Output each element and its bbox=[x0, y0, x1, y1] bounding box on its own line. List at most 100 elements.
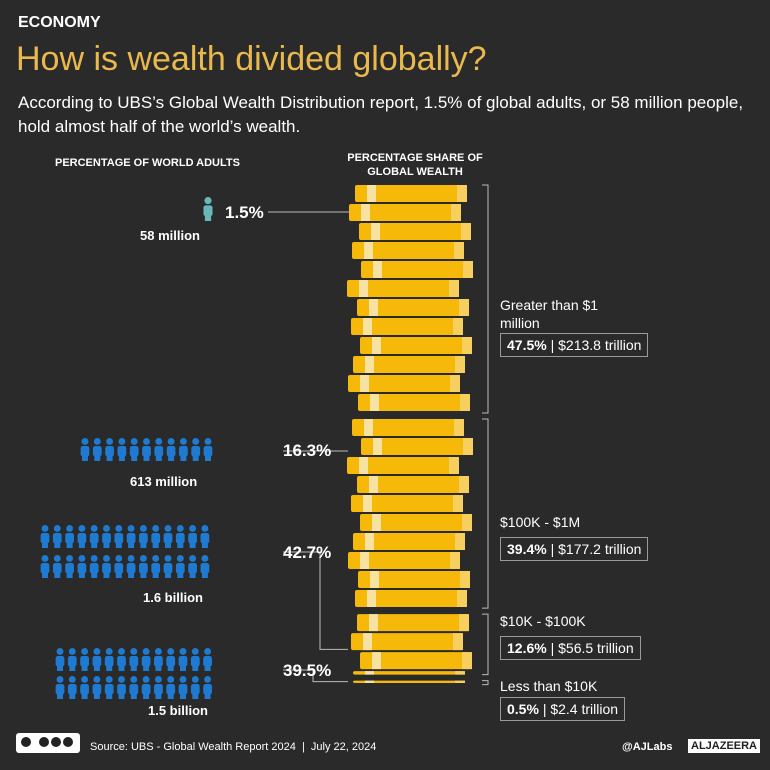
person-legs bbox=[91, 541, 98, 548]
person-head bbox=[176, 525, 184, 532]
gold-bar-end bbox=[455, 671, 465, 675]
person-legs bbox=[143, 692, 150, 699]
gold-bar-shine bbox=[361, 204, 370, 221]
person-legs bbox=[155, 454, 162, 461]
person-legs bbox=[81, 692, 88, 699]
person-icon bbox=[166, 438, 176, 461]
person-head bbox=[41, 555, 49, 562]
gold-bar bbox=[360, 652, 472, 670]
gold-bar-shine bbox=[372, 337, 381, 354]
adults-share: 16.3% bbox=[283, 441, 332, 460]
wealth-amount: | $56.5 trillion bbox=[550, 640, 634, 656]
person-body bbox=[203, 656, 212, 667]
person-icon bbox=[114, 525, 124, 548]
person-body bbox=[129, 684, 139, 695]
person-icon bbox=[80, 676, 89, 699]
handle: @AJLabs bbox=[622, 741, 673, 753]
adults-count: 613 million bbox=[130, 474, 198, 489]
wealth-stack bbox=[353, 680, 465, 683]
adults-count: 1.5 billion bbox=[148, 703, 208, 718]
person-body bbox=[175, 563, 185, 574]
person-icon bbox=[129, 648, 139, 671]
gold-bar-shine bbox=[359, 457, 368, 474]
person-body bbox=[142, 446, 151, 457]
person-body bbox=[117, 446, 127, 457]
person-icon bbox=[188, 555, 197, 578]
gold-bar-end bbox=[453, 633, 463, 651]
person-icon bbox=[92, 438, 102, 461]
person-legs bbox=[103, 541, 110, 548]
gold-bar-end bbox=[461, 223, 471, 240]
gold-bar bbox=[361, 261, 473, 278]
person-head bbox=[41, 525, 49, 532]
gold-bar-shine bbox=[369, 299, 378, 316]
gold-bar-shine bbox=[365, 680, 374, 683]
subtitle: According to UBS’s Global Wealth Distrib… bbox=[18, 93, 748, 136]
person-head bbox=[139, 555, 147, 562]
person-icon bbox=[104, 676, 114, 699]
wealth-box: 0.5% | $2.4 trillion bbox=[500, 697, 626, 721]
person-body bbox=[65, 533, 74, 544]
wealth-share: 12.6% bbox=[507, 640, 547, 656]
gold-bar-end bbox=[457, 185, 467, 202]
person-legs bbox=[204, 692, 211, 699]
person-icon bbox=[102, 555, 111, 578]
person-icon bbox=[129, 438, 139, 461]
gold-bar bbox=[353, 533, 465, 550]
gold-bar-end bbox=[455, 356, 465, 373]
wealth-box: 47.5% | $213.8 trillion bbox=[500, 333, 649, 357]
gold-bar bbox=[347, 457, 459, 474]
gold-bar bbox=[360, 514, 472, 531]
gold-bar bbox=[357, 614, 469, 632]
person-body bbox=[52, 533, 62, 544]
person-head bbox=[189, 525, 197, 532]
person-head bbox=[78, 555, 86, 562]
person-body bbox=[141, 656, 151, 667]
person-body bbox=[190, 684, 200, 695]
person-head bbox=[155, 438, 163, 445]
person-icon bbox=[203, 648, 212, 671]
person-head bbox=[154, 676, 162, 683]
person-body bbox=[102, 533, 111, 544]
person-icon bbox=[114, 555, 124, 578]
person-icon bbox=[89, 555, 99, 578]
gold-bar bbox=[349, 204, 461, 221]
gold-bar bbox=[353, 671, 465, 675]
person-head bbox=[115, 555, 123, 562]
person-body bbox=[67, 684, 77, 695]
person-head bbox=[106, 438, 114, 445]
person-legs bbox=[205, 454, 211, 461]
person-body bbox=[89, 563, 99, 574]
person-icon bbox=[203, 438, 213, 461]
title: How is wealth divided globally? bbox=[16, 40, 487, 78]
person-body bbox=[104, 684, 114, 695]
gold-bar-end bbox=[462, 514, 472, 531]
gold-bar bbox=[351, 318, 463, 335]
adults-count: 58 million bbox=[140, 228, 200, 243]
gold-bar-shine bbox=[363, 318, 372, 335]
person-icon bbox=[175, 525, 185, 548]
person-head bbox=[154, 648, 162, 655]
person-legs bbox=[82, 454, 88, 461]
person-legs bbox=[118, 664, 125, 671]
person-icon bbox=[154, 648, 163, 671]
person-legs bbox=[78, 571, 85, 578]
bracket bbox=[482, 680, 489, 686]
brand: ALJAZEERA bbox=[688, 739, 761, 753]
person-icon bbox=[175, 555, 185, 578]
person-body bbox=[92, 656, 102, 667]
person-icon bbox=[92, 648, 102, 671]
person-body bbox=[80, 656, 89, 667]
gold-bar-end bbox=[460, 394, 470, 411]
gold-bar bbox=[360, 337, 472, 354]
person-body bbox=[126, 563, 136, 574]
person-legs bbox=[204, 213, 212, 221]
person-icon bbox=[77, 555, 87, 578]
person-head bbox=[105, 676, 113, 683]
person-body bbox=[126, 533, 136, 544]
person-body bbox=[114, 563, 124, 574]
gold-bar-end bbox=[449, 280, 459, 297]
person-head bbox=[179, 676, 187, 683]
person-icon bbox=[178, 648, 188, 671]
person-icon bbox=[203, 197, 213, 221]
